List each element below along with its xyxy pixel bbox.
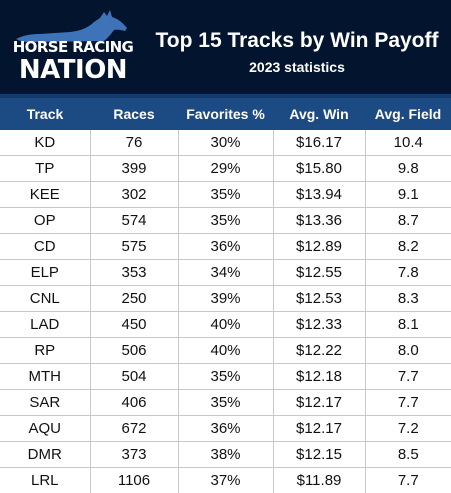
avg-win-cell: $12.89 [273,234,365,260]
header-banner: HORSE RACING NATION Top 15 Tracks by Win… [0,0,451,94]
races-cell: 575 [90,234,178,260]
races-cell: 302 [90,182,178,208]
avg-field-cell: 7.2 [365,416,451,442]
avg-win-cell: $12.22 [273,338,365,364]
avg-win-cell: $11.89 [273,468,365,493]
track-cell: ELP [0,260,90,286]
column-header-favorites-pct: Favorites % [178,98,273,130]
races-cell: 574 [90,208,178,234]
track-cell: LAD [0,312,90,338]
favorites-pct-cell: 39% [178,286,273,312]
avg-field-cell: 8.5 [365,442,451,468]
track-cell: CD [0,234,90,260]
horse-racing-nation-logo: HORSE RACING NATION [10,8,135,88]
avg-field-cell: 10.4 [365,130,451,156]
favorites-pct-cell: 40% [178,338,273,364]
races-cell: 672 [90,416,178,442]
avg-field-cell: 8.2 [365,234,451,260]
track-cell: DMR [0,442,90,468]
track-cell: OP [0,208,90,234]
favorites-pct-cell: 36% [178,416,273,442]
tracks-table: Track Races Favorites % Avg. Win Avg. Fi… [0,98,451,493]
column-header-races: Races [90,98,178,130]
avg-win-cell: $13.36 [273,208,365,234]
races-cell: 504 [90,364,178,390]
avg-field-cell: 8.0 [365,338,451,364]
avg-win-cell: $12.15 [273,442,365,468]
races-cell: 76 [90,130,178,156]
avg-field-cell: 8.1 [365,312,451,338]
favorites-pct-cell: 40% [178,312,273,338]
races-cell: 399 [90,156,178,182]
track-cell: KD [0,130,90,156]
favorites-pct-cell: 35% [178,390,273,416]
column-header-avg-win: Avg. Win [273,98,365,130]
races-cell: 506 [90,338,178,364]
track-cell: LRL [0,468,90,493]
page-subtitle: 2023 statistics [146,58,448,76]
avg-field-cell: 9.8 [365,156,451,182]
favorites-pct-cell: 29% [178,156,273,182]
track-cell: RP [0,338,90,364]
favorites-pct-cell: 35% [178,208,273,234]
avg-field-cell: 8.3 [365,286,451,312]
page-title: Top 15 Tracks by Win Payoff [146,28,448,54]
favorites-pct-cell: 30% [178,130,273,156]
avg-win-cell: $12.17 [273,416,365,442]
avg-field-cell: 7.7 [365,390,451,416]
favorites-pct-cell: 38% [178,442,273,468]
races-cell: 450 [90,312,178,338]
track-cell: KEE [0,182,90,208]
races-cell: 406 [90,390,178,416]
header-row: Track Races Favorites % Avg. Win Avg. Fi… [0,98,451,130]
avg-field-cell: 7.7 [365,468,451,493]
races-cell: 353 [90,260,178,286]
favorites-pct-cell: 35% [178,182,273,208]
avg-win-cell: $16.17 [273,130,365,156]
favorites-pct-cell: 37% [178,468,273,493]
favorites-pct-cell: 36% [178,234,273,260]
avg-win-cell: $12.18 [273,364,365,390]
column-header-track: Track [0,98,90,130]
favorites-pct-cell: 35% [178,364,273,390]
avg-win-cell: $12.33 [273,312,365,338]
avg-field-cell: 8.7 [365,208,451,234]
avg-field-cell: 9.1 [365,182,451,208]
avg-win-cell: $15.80 [273,156,365,182]
track-cell: CNL [0,286,90,312]
favorites-pct-cell: 34% [178,260,273,286]
avg-field-cell: 7.7 [365,364,451,390]
column-header-avg-field: Avg. Field [365,98,451,130]
track-cell: MTH [0,364,90,390]
races-cell: 250 [90,286,178,312]
avg-win-cell: $12.53 [273,286,365,312]
races-cell: 1106 [90,468,178,493]
track-cell: SAR [0,390,90,416]
track-cell: AQU [0,416,90,442]
avg-win-cell: $12.17 [273,390,365,416]
avg-field-cell: 7.8 [365,260,451,286]
logo-line2: NATION [12,54,134,86]
track-cell: TP [0,156,90,182]
table-header: Track Races Favorites % Avg. Win Avg. Fi… [0,98,451,130]
races-cell: 373 [90,442,178,468]
avg-win-cell: $12.55 [273,260,365,286]
avg-win-cell: $13.94 [273,182,365,208]
